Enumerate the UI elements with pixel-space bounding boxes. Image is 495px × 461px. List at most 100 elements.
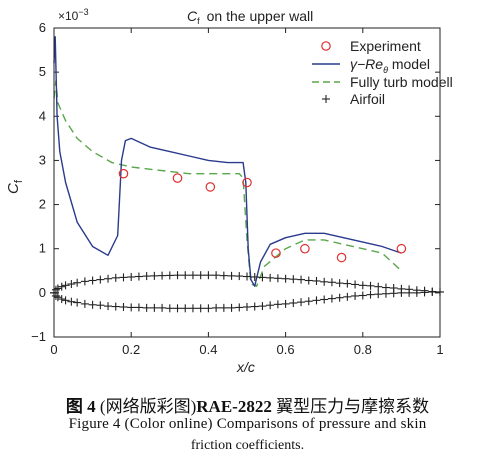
airfoil-point bbox=[281, 299, 290, 308]
plot-frame bbox=[53, 27, 441, 338]
y-axis-label: Cf bbox=[5, 179, 25, 194]
airfoil-point bbox=[173, 304, 182, 313]
caption-cn-number: 4 bbox=[82, 397, 96, 416]
airfoil-point bbox=[150, 303, 159, 312]
caption-cn-label: 图 bbox=[65, 397, 83, 416]
x-tick-labels: 0 0.2 0.4 0.6 0.8 1 bbox=[50, 342, 443, 357]
airfoil-point bbox=[53, 284, 62, 293]
airfoil-point bbox=[374, 282, 383, 291]
legend-marker-experiment bbox=[321, 41, 331, 51]
airfoil-point bbox=[165, 304, 174, 313]
airfoil-point bbox=[327, 278, 336, 287]
airfoil-point bbox=[243, 302, 251, 311]
airfoil-point bbox=[335, 293, 344, 302]
chart-title-rest: on the upper wall bbox=[207, 8, 314, 24]
airfoil-point bbox=[335, 279, 344, 288]
y-tick-label: 6 bbox=[39, 20, 46, 35]
airfoil-point bbox=[405, 288, 414, 297]
experiment-point bbox=[205, 182, 216, 192]
airfoil-point bbox=[73, 298, 82, 307]
airfoil-point bbox=[119, 302, 128, 311]
airfoil-point bbox=[273, 300, 282, 309]
airfoil-point bbox=[142, 303, 151, 312]
airfoil-point bbox=[428, 287, 437, 296]
airfoil-point bbox=[80, 299, 89, 308]
airfoil-point bbox=[67, 280, 76, 289]
airfoil-point bbox=[212, 271, 221, 280]
series-line-fully-turb bbox=[53, 80, 402, 287]
airfoil-point bbox=[119, 273, 128, 282]
experiment-point bbox=[336, 252, 347, 263]
airfoil-point bbox=[57, 282, 66, 291]
airfoil-point bbox=[53, 293, 62, 302]
airfoil-point bbox=[327, 294, 336, 303]
x-axis-label: x/c bbox=[236, 359, 255, 375]
airfoil-point bbox=[250, 272, 259, 281]
airfoil-point bbox=[366, 281, 375, 290]
x-tick-label: 0.4 bbox=[199, 342, 217, 357]
airfoil-point bbox=[297, 275, 306, 284]
airfoil-point bbox=[104, 302, 113, 311]
experiment-point bbox=[271, 248, 281, 258]
chart-title-sub: f bbox=[197, 16, 200, 26]
airfoil-point bbox=[312, 296, 321, 305]
y-tick-label: 3 bbox=[39, 152, 46, 167]
legend-marker-airfoil bbox=[322, 95, 330, 103]
airfoil-point bbox=[351, 280, 360, 289]
caption-english-line2: friction coefficients. bbox=[190, 438, 305, 453]
airfoil-point bbox=[134, 303, 143, 312]
x-tick-label: 0 bbox=[50, 342, 57, 357]
airfoil-point bbox=[358, 281, 367, 290]
airfoil-point bbox=[320, 277, 329, 286]
y-tick-label: 4 bbox=[39, 108, 46, 123]
experiment-point bbox=[396, 243, 407, 254]
airfoil-point bbox=[289, 299, 298, 308]
airfoil-point bbox=[266, 301, 275, 310]
airfoil-point bbox=[104, 274, 113, 283]
legend-label-airfoil: Airfoil bbox=[350, 91, 385, 107]
experiment-point bbox=[118, 168, 129, 179]
y-tick-label: 1 bbox=[39, 241, 46, 256]
chart-title: Cf on the upper wall bbox=[187, 8, 313, 26]
y-axis-label-main: C bbox=[5, 183, 22, 194]
airfoil-point bbox=[134, 272, 143, 281]
airfoil-point bbox=[389, 289, 398, 298]
airfoil-point bbox=[188, 304, 197, 313]
airfoil-point bbox=[173, 271, 182, 280]
legend-label-gamma-model: γ−Reθ model bbox=[350, 56, 430, 75]
airfoil-point bbox=[243, 272, 251, 281]
y-tick-label: 2 bbox=[39, 197, 46, 212]
legend-label-experiment: Experiment bbox=[350, 38, 421, 54]
chart: −1 0 1 2 3 4 5 6 0 0.2 0.4 0.6 0.8 1 ×10−3 Cf on the … bbox=[5, 7, 453, 375]
x-tick-label: 0.2 bbox=[122, 342, 140, 357]
y-tick-labels: −1 0 1 2 3 4 5 6 bbox=[31, 20, 46, 344]
airfoil-point bbox=[51, 291, 60, 300]
airfoil-point bbox=[88, 276, 97, 285]
chart-title-main: C bbox=[187, 8, 198, 24]
airfoil-point bbox=[80, 277, 89, 286]
series-layer bbox=[50, 36, 444, 313]
y-multiplier-base: ×10 bbox=[58, 9, 79, 23]
airfoil-point bbox=[111, 302, 120, 311]
airfoil-point bbox=[374, 290, 383, 299]
y-tick-label: 0 bbox=[39, 285, 46, 300]
caption-chinese: 图 4 (网络版彩图)RAE-2822 翼型压力与摩擦系数 bbox=[0, 392, 495, 417]
y-tick-label: 5 bbox=[39, 64, 46, 79]
x-tick-label: 0.6 bbox=[277, 342, 295, 357]
airfoil-point bbox=[381, 289, 390, 298]
airfoil-point bbox=[273, 274, 282, 283]
airfoil-point bbox=[212, 303, 221, 312]
x-tick-label: 1 bbox=[436, 342, 443, 357]
airfoil-point bbox=[412, 288, 421, 297]
y-multiplier: ×10−3 bbox=[58, 7, 89, 23]
airfoil-point bbox=[61, 296, 70, 305]
caption-english-line1: Figure 4 (Color online) Comparisons of p… bbox=[68, 416, 427, 432]
airfoil-point bbox=[304, 276, 313, 285]
legend-label-gamma-sub: θ bbox=[383, 65, 388, 75]
airfoil-point bbox=[73, 278, 82, 287]
airfoil-point bbox=[88, 300, 97, 309]
y-axis-label-sub: f bbox=[13, 179, 25, 183]
airfoil-point bbox=[397, 288, 406, 297]
airfoil-point bbox=[219, 271, 228, 280]
airfoil-point bbox=[127, 272, 136, 281]
